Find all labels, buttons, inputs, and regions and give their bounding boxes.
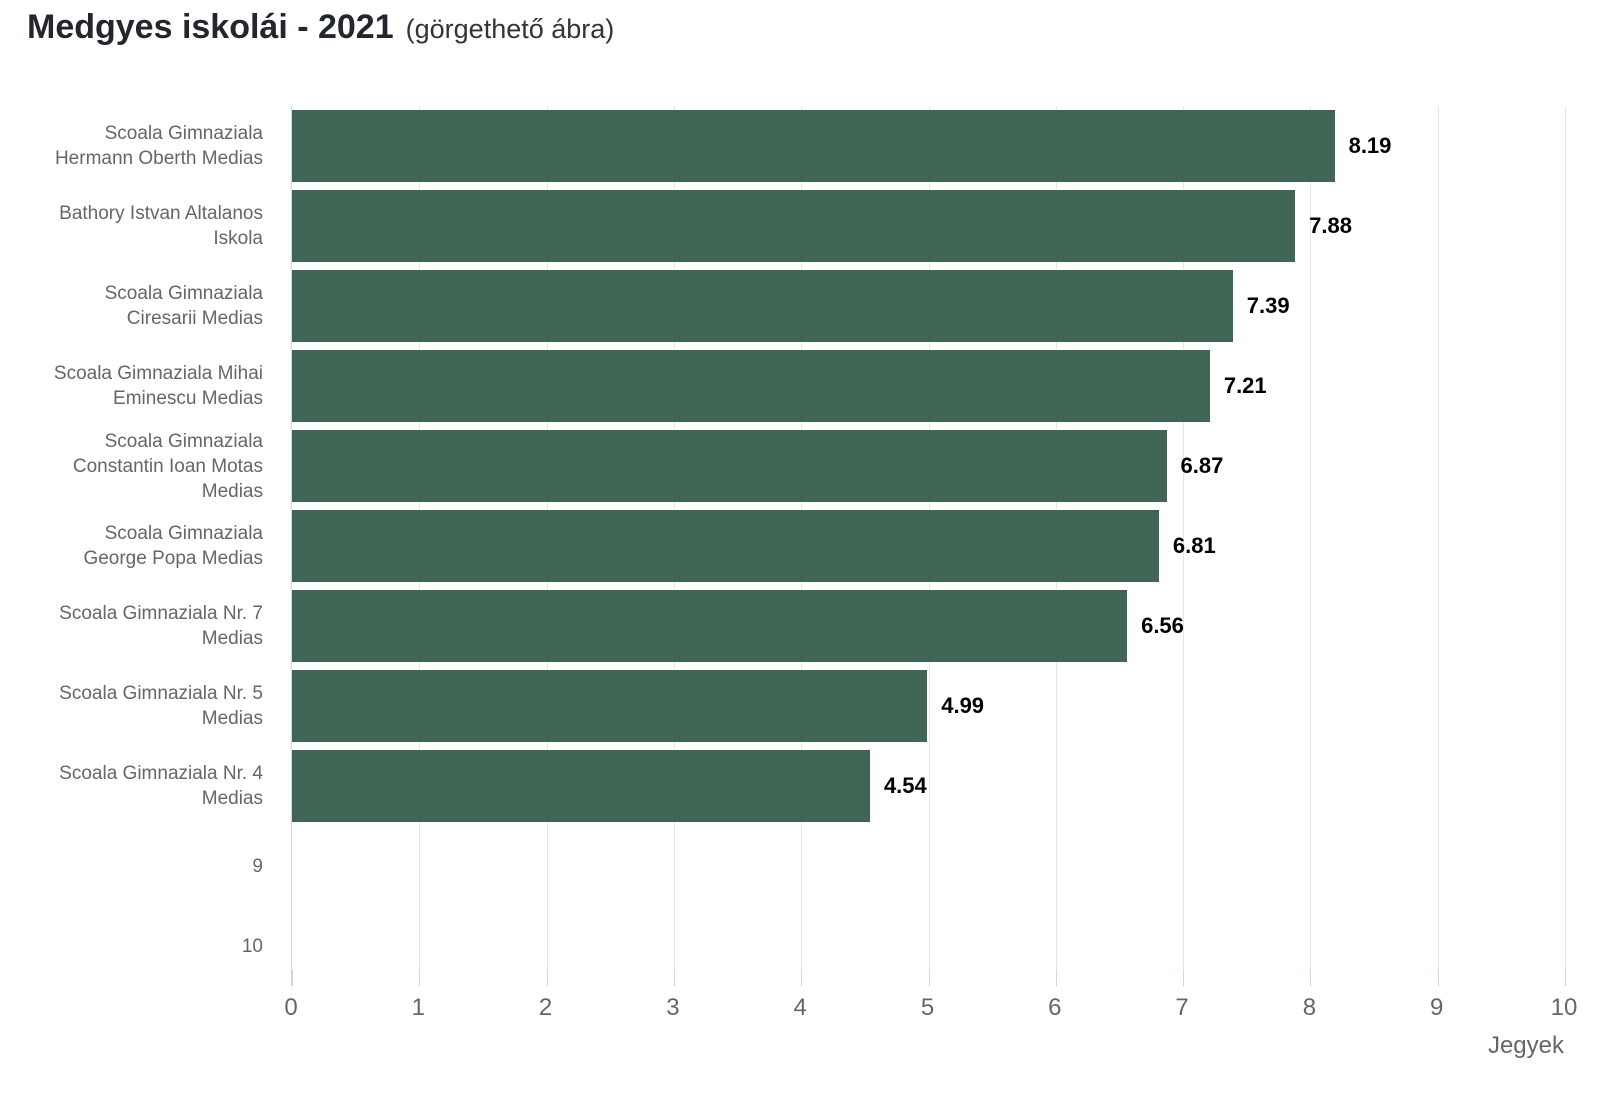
x-tick-label: 3	[666, 994, 680, 1021]
x-tick-label: 10	[1550, 994, 1578, 1021]
category-label: Scoala Gimnaziala Nr. 4 Medias	[59, 763, 263, 809]
bar-value-label: 4.99	[941, 693, 985, 718]
category-label: Scoala Gimnaziala Ciresarii Medias	[104, 283, 263, 329]
category-label: 10	[241, 935, 263, 957]
axis-tick	[1310, 970, 1312, 986]
bar-row: 8.19	[292, 106, 1565, 186]
bar[interactable]	[292, 670, 928, 742]
bar[interactable]	[292, 590, 1128, 662]
bar-value-label: 6.56	[1141, 613, 1184, 638]
axis-tick	[292, 970, 293, 986]
axis-tick	[1055, 970, 1057, 986]
chart-title: Medgyes iskolái - 2021	[27, 8, 394, 46]
gridline	[1183, 106, 1185, 986]
bar[interactable]	[292, 510, 1159, 582]
chart-subtitle: (görgethető ábra)	[405, 14, 615, 44]
bar[interactable]	[292, 190, 1296, 262]
x-tick-label: 9	[1430, 994, 1444, 1021]
axis-tick	[928, 970, 930, 986]
category-label: Scoala Gimnaziala Mihai Eminescu Medias	[53, 363, 263, 409]
x-tick-label: 1	[411, 994, 425, 1021]
category-label: Scoala Gimnaziala George Popa Medias	[83, 523, 263, 569]
bar-value-label: 7.88	[1309, 213, 1352, 238]
axis-tick	[546, 970, 548, 986]
x-tick-label: 5	[920, 994, 935, 1021]
category-label: Scoala Gimnaziala Nr. 5 Medias	[59, 683, 263, 729]
x-tick-label: 7	[1175, 994, 1189, 1021]
axis-tick	[419, 970, 421, 986]
bar-value-label: 7.39	[1246, 293, 1290, 318]
x-tick-label: 6	[1048, 994, 1062, 1021]
bar-row: 4.99	[292, 666, 1565, 746]
bar-row: 4.54	[292, 746, 1565, 826]
x-axis-title: Jegyek	[1487, 1032, 1564, 1059]
axis-tick	[801, 970, 803, 986]
bar-row: 6.56	[292, 586, 1565, 666]
x-axis: 0 1 2 3 4 5 6 7 8 9 10	[284, 994, 1577, 1026]
x-tick-label: 2	[538, 994, 553, 1021]
bar[interactable]	[292, 750, 870, 822]
bar[interactable]	[292, 430, 1167, 502]
x-tick-label: 0	[284, 994, 298, 1021]
bar-value-label: 4.54	[883, 773, 927, 798]
gridline	[1437, 106, 1439, 986]
category-axis: Scoala Gimnaziala Hermann Oberth Medias B…	[43, 106, 263, 986]
category-label: Bathory Istvan Altalanos Iskola	[59, 203, 263, 249]
bar[interactable]	[292, 110, 1335, 182]
x-tick-label: 4	[793, 994, 807, 1021]
bar-row: 7.21	[292, 346, 1565, 426]
category-label: Scoala Gimnaziala Nr. 7 Medias	[59, 603, 263, 649]
category-label: Scoala Gimnaziala Constantin Ioan Motas …	[72, 430, 263, 502]
bar-value-label: 8.19	[1348, 133, 1392, 158]
bar-value-label: 7.21	[1223, 373, 1267, 398]
axis-tick	[1565, 970, 1566, 986]
bar-value-label: 6.87	[1180, 453, 1224, 478]
bar[interactable]	[292, 270, 1233, 342]
bar-row	[292, 826, 1565, 906]
bar[interactable]	[292, 350, 1210, 422]
bar-row: 6.87	[292, 426, 1565, 506]
axis-tick	[673, 970, 675, 986]
plot-area: 8.19 7.88 7.39 7.21 6.87 6.81 6.56 4.99 4.54	[291, 106, 1566, 986]
gridline	[1565, 106, 1566, 986]
gridline	[1310, 106, 1312, 986]
category-label: 9	[252, 855, 263, 877]
bar-row: 6.81	[292, 506, 1565, 586]
x-tick-label: 8	[1302, 994, 1317, 1021]
axis-tick	[1437, 970, 1439, 986]
category-label: Scoala Gimnaziala Hermann Oberth Medias	[54, 123, 263, 169]
bar-row: 7.88	[292, 186, 1565, 266]
bar-value-label: 6.81	[1172, 533, 1216, 558]
axis-tick	[1183, 970, 1185, 986]
chart-title-block: Medgyes iskolái - 2021 (görgethető ábra)	[27, 8, 614, 47]
bar-row: 7.39	[292, 266, 1565, 346]
